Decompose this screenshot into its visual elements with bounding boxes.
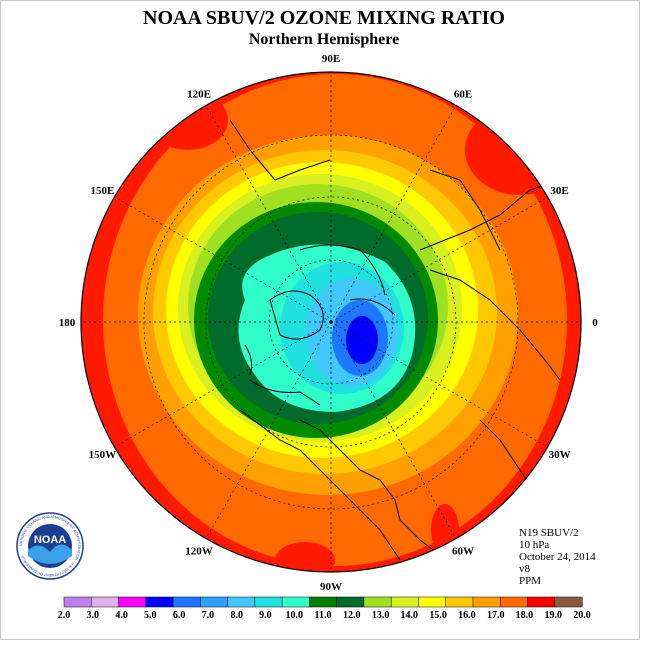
colorbar-tick-label: 6.0 [173, 610, 186, 621]
colorbar-tick-label: 18.0 [516, 610, 534, 621]
coastlines [229, 119, 561, 561]
colorbar-tick-label: 15.0 [429, 610, 447, 621]
colorbar-swatch [254, 596, 283, 608]
colorbar-swatch [118, 596, 147, 608]
colorbar-tick-label: 14.0 [401, 610, 419, 621]
longitude-label: 150E [90, 185, 114, 197]
colorbar-tick-label: 2.0 [58, 610, 71, 621]
longitude-label: 30E [550, 185, 568, 197]
noaa-logo: NOAA NATIONAL OCEANIC AND ATMOSPHERIC AD… [16, 512, 84, 580]
map-title: NOAA SBUV/2 OZONE MIXING RATIO [143, 7, 505, 29]
colorbar-tick-label: 16.0 [458, 610, 476, 621]
meridian-line [114, 321, 332, 448]
colorbar-tick-label: 11.0 [315, 610, 332, 621]
colorbar-tick-label: 19.0 [544, 610, 562, 621]
longitude-label: 60E [454, 88, 472, 100]
pressure-label: 10 hPa [519, 539, 550, 551]
date-label: October 24, 2014 [519, 551, 596, 563]
colorbar-swatch [554, 596, 583, 608]
meridian-line [330, 196, 548, 323]
colorbar-swatch [145, 596, 174, 608]
colorbar-swatch [527, 596, 556, 608]
longitude-label: 0 [592, 317, 598, 329]
ozone-field [81, 72, 581, 572]
colorbar-swatch [309, 596, 338, 608]
longitude-label: 120E [187, 88, 211, 100]
colorbar-swatch [172, 596, 201, 608]
colorbar-swatch [363, 596, 392, 608]
colorbar-tick-label: 3.0 [87, 610, 100, 621]
colorbar-tick-label: 20.0 [573, 610, 591, 621]
logo-wave [28, 544, 72, 564]
colorbar-swatch [445, 596, 474, 608]
version-label: v8 [519, 563, 530, 575]
instrument-label: N19 SBUV/2 [519, 527, 579, 539]
patch-red-90w [275, 542, 335, 572]
logo-text: NOAA [34, 534, 66, 546]
colorbar-swatch [418, 596, 447, 608]
longitude-label: 90W [320, 581, 342, 593]
meridian-lines [81, 72, 581, 572]
colorbar-swatch [336, 596, 365, 608]
longitude-label: 180 [59, 317, 76, 329]
longitude-labels: 90E 60E 30E 0 30W 60W 90W 120W 150W 180 150E 120E [59, 53, 599, 593]
units-label: PPM [519, 575, 542, 587]
colorbar-swatch [200, 596, 229, 608]
colorbar-tick-label: 12.0 [343, 610, 361, 621]
meridian-line [205, 321, 332, 539]
colorbar-swatch [472, 596, 501, 608]
info-block: N19 SBUV/2 10 hPa October 24, 2014 v8 PP… [519, 527, 596, 587]
colorbar-tick-label: 17.0 [487, 610, 505, 621]
colorbar-swatch [281, 596, 310, 608]
colorbar-tick-label: 4.0 [115, 610, 128, 621]
colorbar-tick-label: 9.0 [259, 610, 272, 621]
colorbar-swatch [499, 596, 529, 608]
meridian-line [330, 321, 548, 448]
longitude-label: 60W [452, 546, 474, 558]
meridian-line [205, 105, 332, 323]
colorbar-tick-label: 7.0 [202, 610, 215, 621]
longitude-label: 30W [549, 449, 571, 461]
map-subtitle: Northern Hemisphere [248, 31, 400, 48]
colorbar-swatch [91, 596, 120, 608]
colorbar-tick-label: 13.0 [372, 610, 390, 621]
colorbar-tick-label: 10.0 [285, 610, 303, 621]
meridian-line [114, 196, 332, 323]
patch-red-60e [465, 105, 575, 195]
colorbar-swatch [227, 596, 256, 608]
meridian-line [330, 105, 457, 323]
colorbar-tick-label: 5.0 [144, 610, 157, 621]
meridian-line [330, 321, 457, 539]
longitude-label: 120W [185, 546, 213, 558]
colorbar-tick-label: 8.0 [230, 610, 243, 621]
graticule [81, 72, 581, 572]
longitude-label: 150W [89, 449, 117, 461]
map-border [80, 71, 582, 573]
colorbar: 2.0 3.0 4.0 5.0 6.0 7.0 8.0 9.0 10.0 11.0 12.0 13.0… [58, 596, 591, 621]
colorbar-swatch [390, 596, 419, 608]
colorbar-swatch [63, 596, 92, 608]
longitude-label: 90E [322, 53, 340, 65]
